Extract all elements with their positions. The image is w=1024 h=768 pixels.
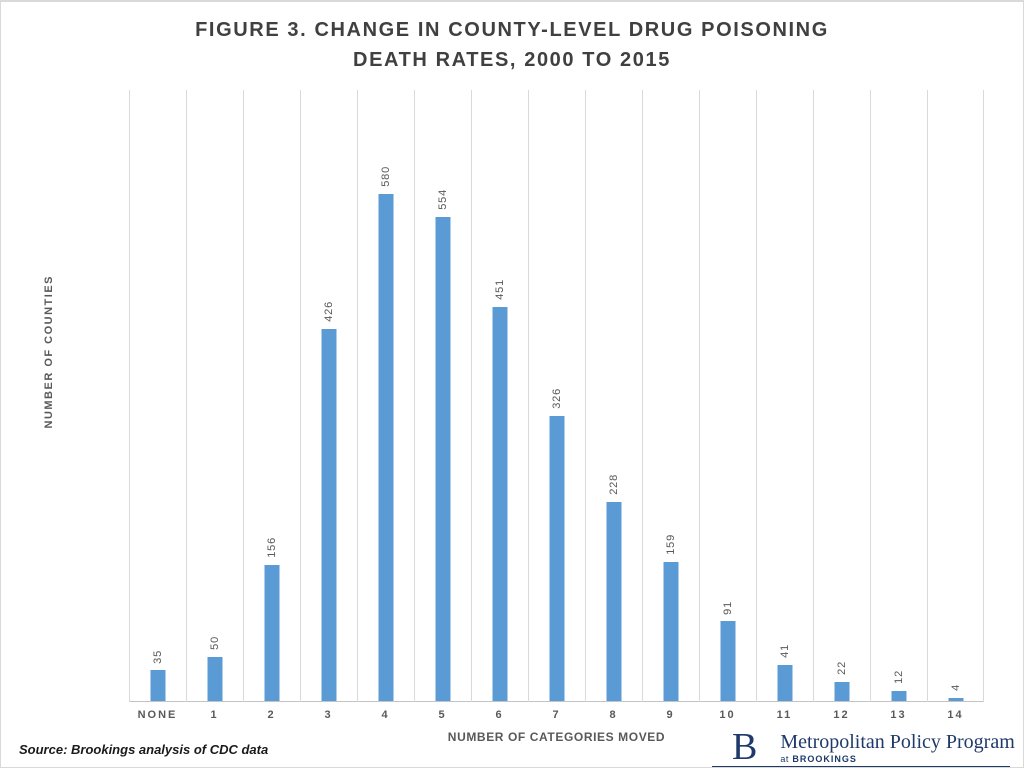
bar-slot: 580 (357, 89, 414, 701)
x-tick-label: 12 (833, 709, 850, 721)
bar-slot: 50 (186, 89, 243, 701)
y-axis-title: NUMBER OF COUNTIES (43, 275, 55, 429)
bar (663, 562, 678, 701)
bar-value-label: 4 (949, 683, 962, 691)
bar-value-label: 326 (550, 388, 563, 409)
bar (264, 564, 279, 701)
plot-area: NONE 35 1 50 2 156 3 426 4 580 5 554 6 451 7 326 8 228 9 15… (129, 89, 984, 721)
bar (378, 193, 393, 701)
bar (720, 621, 735, 701)
gridline (870, 90, 871, 702)
bar-value-label: 22 (835, 660, 848, 675)
brookings-b-logo-letter: B (732, 726, 758, 768)
bar (207, 657, 222, 701)
bar-value-label: 228 (607, 473, 620, 495)
bar (549, 416, 564, 701)
x-tick-label: 14 (947, 709, 964, 721)
x-tick-label: 10 (719, 709, 736, 721)
x-tick-label: 9 (666, 709, 675, 721)
bar-slot: 41 (756, 89, 813, 701)
bar (435, 216, 450, 701)
gridline (471, 90, 472, 702)
gridline (528, 90, 529, 702)
bar-value-label: 580 (379, 166, 392, 187)
logo-program-name: Metropolitan Policy Program (780, 730, 1015, 753)
bar-slot: 159 (642, 89, 699, 701)
chart-title-line2: DEATH RATES, 2000 TO 2015 (353, 49, 671, 71)
bar-slot: 326 (528, 89, 585, 701)
gridline (642, 90, 643, 702)
bar-slot: 426 (300, 89, 357, 701)
x-tick-label: 7 (552, 709, 561, 721)
bar-slot: 156 (243, 89, 300, 701)
gridline (756, 90, 757, 702)
logo-tagline: at BROOKINGS (780, 754, 1014, 764)
bar (834, 681, 849, 701)
bar (891, 690, 906, 701)
gridline (585, 90, 586, 702)
bar-slot: 4 (927, 89, 984, 701)
bar-value-label: 12 (892, 669, 905, 684)
bar-slot: 35 (129, 89, 186, 701)
gridline (414, 90, 415, 702)
gridline (186, 90, 187, 702)
x-tick-label: 3 (324, 709, 333, 721)
gridline (927, 90, 928, 702)
logo-tagline-org: BROOKINGS (792, 753, 857, 764)
bar (321, 328, 336, 701)
bar (606, 501, 621, 701)
gridline (300, 90, 301, 702)
brookings-logo: B Metropolitan Policy Program at BROOKIN… (712, 726, 1015, 768)
bar-slot: 228 (585, 89, 642, 701)
x-tick-label: 4 (381, 709, 390, 721)
bar-slot: 22 (813, 89, 870, 701)
gridline (129, 90, 130, 702)
chart-title-line1: FIGURE 3. CHANGE IN COUNTY-LEVEL DRUG PO… (195, 19, 829, 41)
bar-value-label: 554 (436, 188, 449, 210)
bar (948, 697, 963, 701)
gridline (983, 90, 984, 702)
bar-value-label: 35 (151, 649, 164, 664)
x-axis-title: NUMBER OF CATEGORIES MOVED (447, 730, 666, 744)
bar-value-label: 156 (265, 536, 278, 558)
chart-title: FIGURE 3. CHANGE IN COUNTY-LEVEL DRUG PO… (1, 15, 1023, 75)
x-tick-label: 13 (890, 709, 907, 721)
x-tick-label: 5 (438, 709, 447, 721)
gridline (699, 90, 700, 702)
bar-value-label: 451 (493, 278, 506, 300)
gridline (813, 90, 814, 702)
bar-slot: 12 (870, 89, 927, 701)
bar (150, 670, 165, 701)
logo-tagline-at: at (780, 753, 789, 764)
bar-value-label: 50 (208, 636, 221, 651)
bar-value-label: 426 (322, 300, 335, 322)
bar-slot: 451 (471, 89, 528, 701)
bar-value-label: 159 (664, 534, 677, 555)
bar-value-label: 91 (721, 600, 734, 615)
x-tick-label: 2 (267, 709, 276, 721)
x-tick-label: 6 (495, 709, 504, 721)
x-tick-label: 8 (609, 709, 618, 721)
bar (777, 665, 792, 701)
logo-text: Metropolitan Policy Program at BROOKINGS (780, 732, 1014, 764)
source-note: Source: Brookings analysis of CDC data (19, 742, 269, 757)
bar-value-label: 41 (778, 644, 791, 659)
gridline (243, 90, 244, 702)
x-tick-label: 11 (776, 709, 793, 721)
bar-slot: 554 (414, 89, 471, 701)
x-tick-label: 1 (210, 709, 219, 721)
x-tick-label: NONE (137, 709, 178, 721)
bar (492, 306, 507, 701)
gridline (357, 90, 358, 702)
bar-slot: 91 (699, 89, 756, 701)
